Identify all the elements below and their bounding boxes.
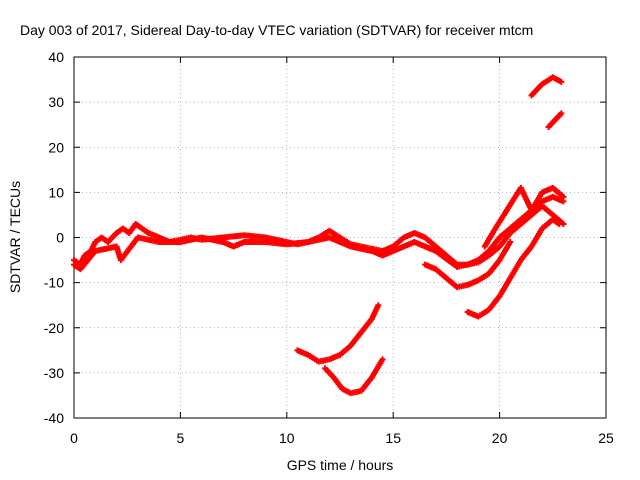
y-tick-label: -40 (44, 410, 64, 426)
x-tick-label: 5 (177, 430, 185, 446)
data-point (556, 220, 563, 227)
chart-title: Day 003 of 2017, Sidereal Day-to-day VTE… (20, 22, 533, 38)
series-rising-segment (464, 216, 563, 320)
x-tick-label: 10 (279, 430, 295, 446)
series-main-band (71, 193, 567, 268)
y-tick-label: 0 (56, 230, 64, 246)
data-point (507, 239, 514, 246)
x-tick-label: 20 (492, 430, 508, 446)
y-tick-label: -10 (44, 275, 64, 291)
x-axis-label: GPS time / hours (287, 457, 394, 473)
x-tick-label: 25 (598, 430, 614, 446)
y-axis-label: SDTVAR / TECUs (7, 181, 23, 293)
y-tick-label: 30 (48, 94, 64, 110)
y-tick-label: -20 (44, 320, 64, 336)
y-tick-label: 40 (48, 49, 64, 65)
series-top-short (545, 110, 565, 130)
series-lower-band (71, 202, 567, 273)
axes-ticks: 0 5 10 15 20 25 -40 -30 -20 -10 0 10 20 30 40 (44, 49, 614, 446)
y-tick-label: -30 (44, 365, 64, 381)
y-tick-label: 10 (48, 184, 64, 200)
data-point (558, 110, 565, 117)
series-deep-arc (322, 356, 386, 397)
x-tick-label: 15 (385, 430, 401, 446)
data-point (379, 356, 386, 363)
series-mid-low-arc (294, 302, 382, 365)
x-tick-label: 0 (70, 430, 78, 446)
y-tick-label: 20 (48, 139, 64, 155)
series-top-arc (528, 74, 565, 99)
data-point (560, 193, 567, 200)
data-point (375, 302, 382, 309)
series-upper-band-late (481, 184, 567, 250)
data-point (558, 78, 565, 85)
series-descending-segment (422, 239, 514, 291)
data-points (71, 74, 567, 397)
